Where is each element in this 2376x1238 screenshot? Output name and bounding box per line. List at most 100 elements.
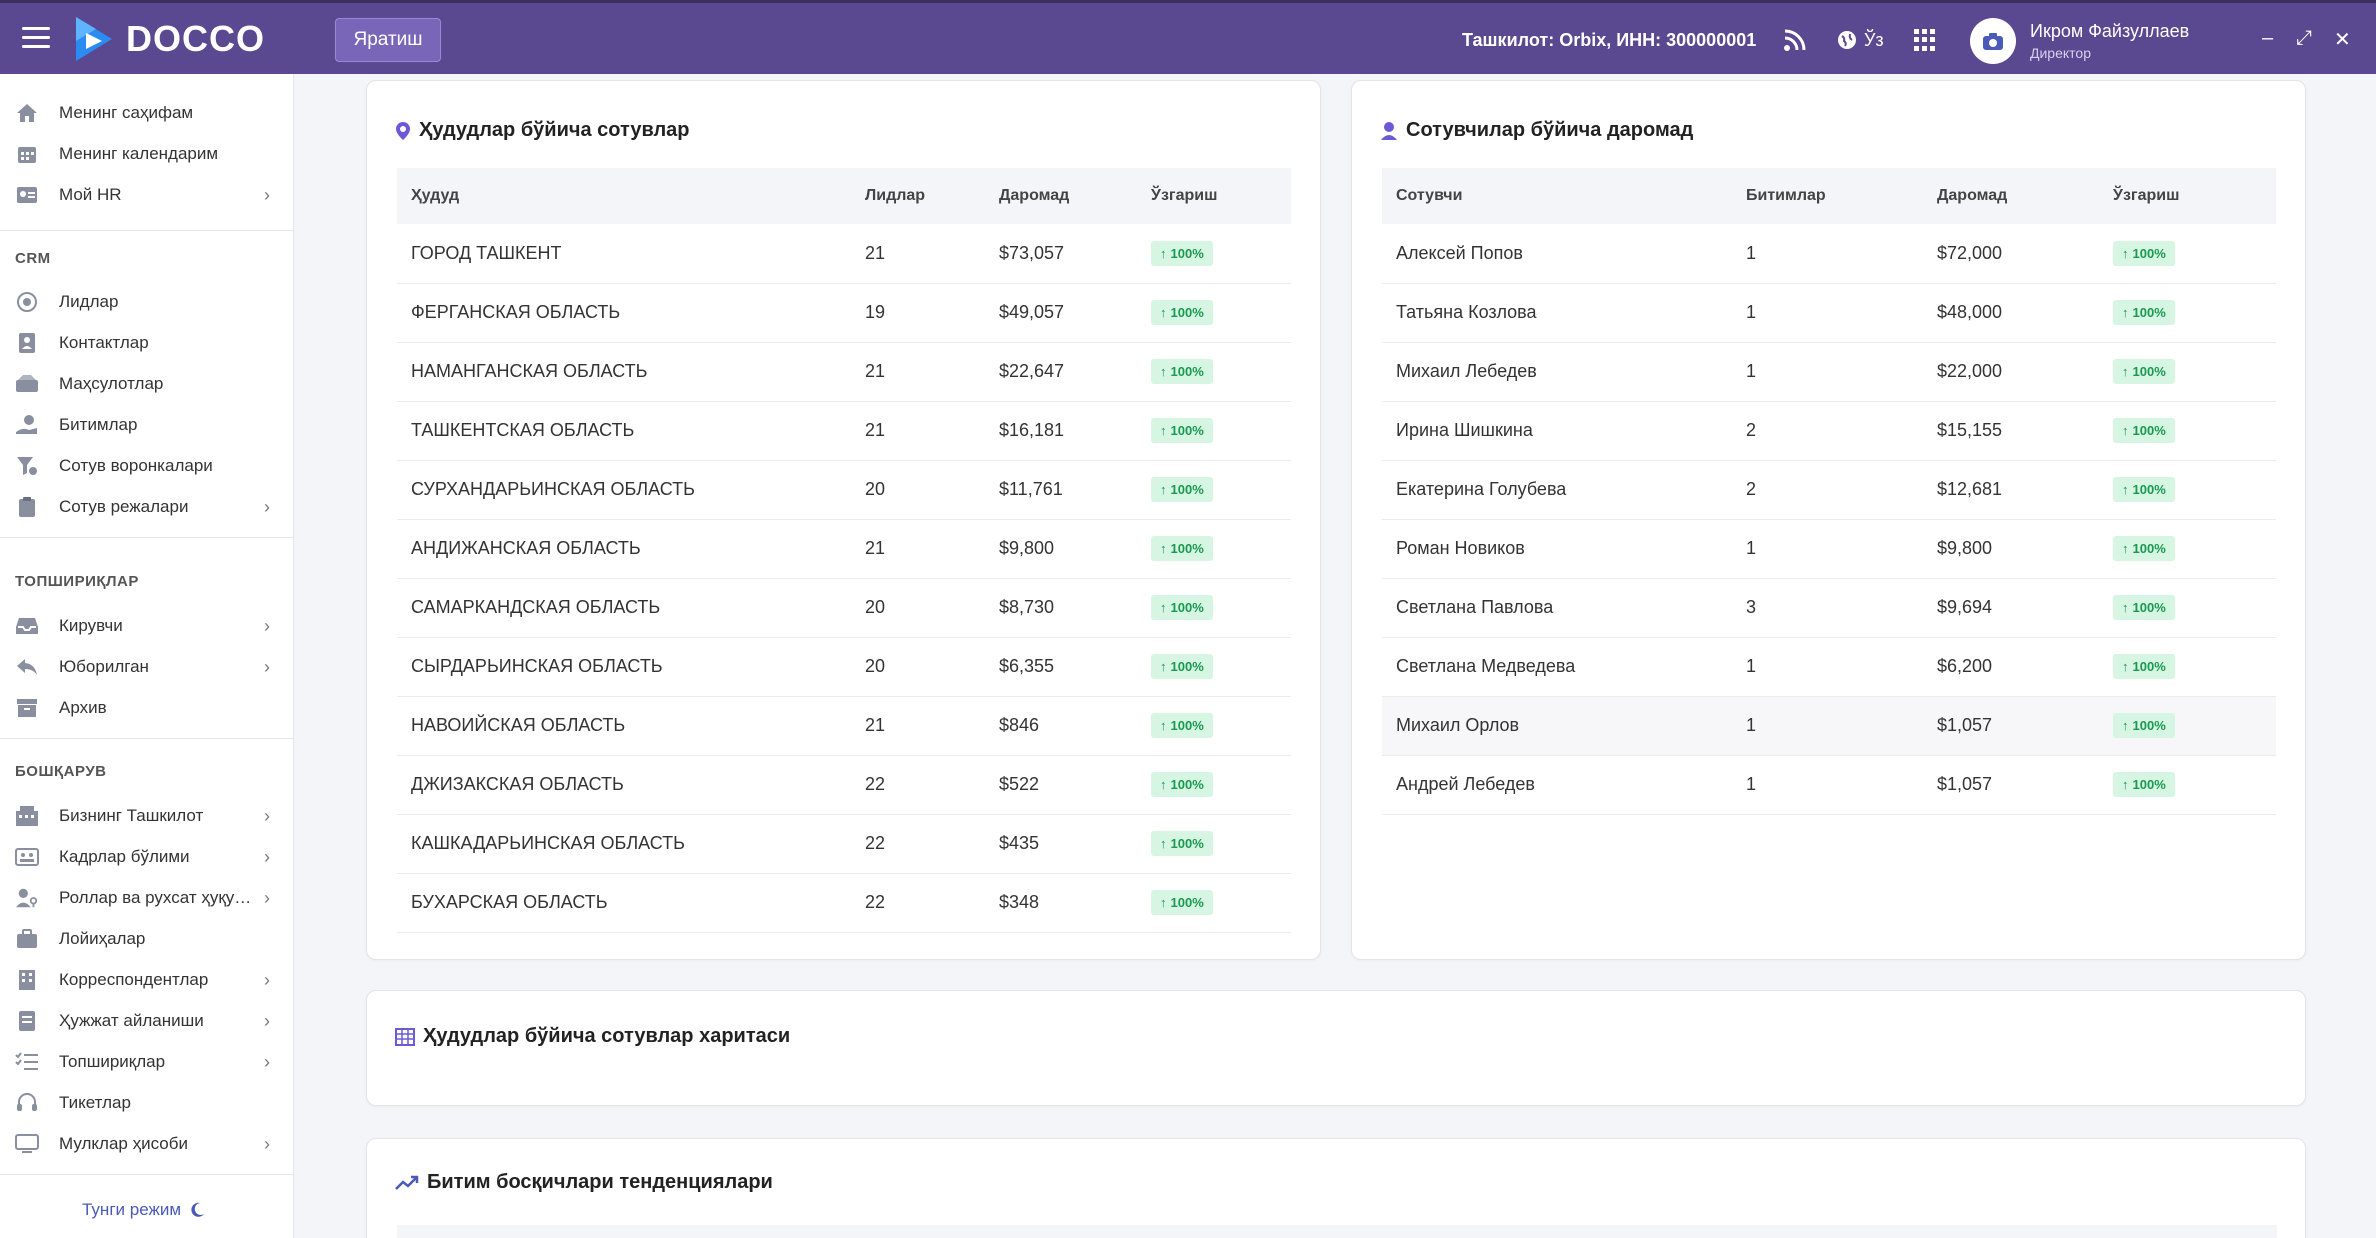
- sidebar-item-sales-funnels[interactable]: Сотув воронкалари: [0, 448, 294, 484]
- table-cell: НАВОИЙСКАЯ ОБЛАСТЬ: [397, 696, 851, 756]
- change-cell: ↑ 100%: [2099, 460, 2276, 520]
- sidebar-item-archive[interactable]: Архив: [0, 690, 294, 726]
- maximize-button[interactable]: ⤢: [2296, 27, 2312, 49]
- column-header[interactable]: Даромад: [985, 168, 1137, 224]
- sidebar-item-correspondents[interactable]: Корреспондентлар ›: [0, 962, 294, 998]
- menu-icon[interactable]: [22, 27, 50, 49]
- sidebar-item-my-calendar[interactable]: Менинг календарим: [0, 136, 294, 172]
- table-row[interactable]: ДЖИЗАКСКАЯ ОБЛАСТЬ 22 $522 ↑ 100%: [397, 755, 1291, 815]
- sidebar-item-hr-department[interactable]: Кадрлар бўлими ›: [0, 839, 294, 875]
- sidebar-item-assignments[interactable]: Топшириқлар ›: [0, 1044, 294, 1080]
- sidebar-item-deals[interactable]: Битимлар: [0, 407, 294, 443]
- sidebar-item-property-accounting[interactable]: Мулклар ҳисоби ›: [0, 1126, 294, 1162]
- chevron-right-icon: ›: [264, 1010, 270, 1031]
- sidebar-item-sales-plans[interactable]: Сотув режалари ›: [0, 489, 294, 525]
- table-row[interactable]: НАВОИЙСКАЯ ОБЛАСТЬ 21 $846 ↑ 100%: [397, 696, 1291, 756]
- arrow-up-icon: ↑: [2122, 659, 2129, 674]
- table-row[interactable]: СЫРДАРЬИНСКАЯ ОБЛАСТЬ 20 $6,355 ↑ 100%: [397, 637, 1291, 697]
- sidebar-item-my-page[interactable]: Менинг саҳифам: [0, 95, 294, 131]
- change-badge: ↑ 100%: [2113, 595, 2175, 620]
- user-name[interactable]: Икром Файзуллаев: [2030, 21, 2190, 41]
- table-row[interactable]: ГОРОД ТАШКЕНТ 21 $73,057 ↑ 100%: [397, 224, 1291, 284]
- table-row[interactable]: ФЕРГАНСКАЯ ОБЛАСТЬ 19 $49,057 ↑ 100%: [397, 283, 1291, 343]
- change-cell: ↑ 100%: [1137, 873, 1291, 933]
- target-icon: [15, 291, 39, 313]
- rss-icon[interactable]: [1782, 27, 1808, 53]
- table-row[interactable]: СУРХАНДАРЬИНСКАЯ ОБЛАСТЬ 20 $11,761 ↑ 100%: [397, 460, 1291, 520]
- table-cell: 21: [851, 401, 985, 461]
- change-badge: ↑ 100%: [1151, 240, 1213, 266]
- products-icon: [15, 373, 39, 395]
- arrow-up-icon: ↑: [1160, 541, 1167, 556]
- sidebar-item-products[interactable]: Маҳсулотлар: [0, 366, 294, 402]
- table-row[interactable]: Светлана Павлова 3 $9,694 ↑ 100%: [1382, 578, 2276, 638]
- table-cell: НАМАНГАНСКАЯ ОБЛАСТЬ: [397, 342, 851, 402]
- apps-grid-icon[interactable]: [1914, 29, 1936, 51]
- table-cell: $22,000: [1923, 342, 2099, 402]
- table-row[interactable]: Светлана Медведева 1 $6,200 ↑ 100%: [1382, 637, 2276, 697]
- table-row[interactable]: Алексей Попов 1 $72,000 ↑ 100%: [1382, 224, 2276, 284]
- sidebar-item-our-organization[interactable]: Бизнинг Ташкилот ›: [0, 798, 294, 834]
- column-header[interactable]: Битимлар: [1732, 168, 1923, 224]
- close-button[interactable]: ✕: [2334, 29, 2351, 51]
- table-cell: $435: [985, 814, 1137, 874]
- table-row[interactable]: Михаил Орлов 1 $1,057 ↑ 100%: [1382, 696, 2276, 756]
- document-icon: [15, 1010, 39, 1032]
- table-row[interactable]: КАШКАДАРЬИНСКАЯ ОБЛАСТЬ 22 $435 ↑ 100%: [397, 814, 1291, 874]
- minimize-button[interactable]: –: [2262, 27, 2274, 49]
- change-badge: ↑ 100%: [1151, 536, 1213, 561]
- deal-stage-trends-card: Битим босқичлари тенденциялари: [366, 1138, 2306, 1238]
- column-header[interactable]: Ўзгариш: [1137, 168, 1291, 224]
- sidebar-item-label: Лидлар: [59, 292, 119, 311]
- chevron-right-icon: ›: [264, 496, 270, 517]
- language-switcher[interactable]: Ўз: [1836, 29, 1884, 51]
- change-badge: ↑ 100%: [2113, 418, 2175, 443]
- camera-icon: [1983, 33, 2003, 50]
- column-header[interactable]: Лидлар: [851, 168, 985, 224]
- change-cell: ↑ 100%: [2099, 519, 2276, 579]
- table-row[interactable]: Ирина Шишкина 2 $15,155 ↑ 100%: [1382, 401, 2276, 461]
- section-header-management: БОШҚАРУВ: [15, 763, 107, 780]
- table-cell: $9,800: [1923, 519, 2099, 579]
- column-header[interactable]: Даромад: [1923, 168, 2099, 224]
- table-row[interactable]: АНДИЖАНСКАЯ ОБЛАСТЬ 21 $9,800 ↑ 100%: [397, 519, 1291, 579]
- sidebar-item-document-flow[interactable]: Ҳужжат айланиши ›: [0, 1003, 294, 1039]
- table-row[interactable]: Екатерина Голубева 2 $12,681 ↑ 100%: [1382, 460, 2276, 520]
- table-row[interactable]: Роман Новиков 1 $9,800 ↑ 100%: [1382, 519, 2276, 579]
- table-cell: ТАШКЕНТСКАЯ ОБЛАСТЬ: [397, 401, 851, 461]
- change-value: 100%: [2132, 659, 2166, 674]
- column-header[interactable]: Ҳудуд: [397, 168, 851, 224]
- table-row[interactable]: ТАШКЕНТСКАЯ ОБЛАСТЬ 21 $16,181 ↑ 100%: [397, 401, 1291, 461]
- sidebar-item-projects[interactable]: Лойиҳалар: [0, 921, 294, 957]
- arrow-up-icon: ↑: [1160, 245, 1167, 261]
- tasks-icon: [15, 1051, 39, 1073]
- night-mode-toggle[interactable]: Тунги режим: [82, 1200, 205, 1220]
- table-row[interactable]: Михаил Лебедев 1 $22,000 ↑ 100%: [1382, 342, 2276, 402]
- sidebar-item-sent[interactable]: Юборилган ›: [0, 649, 294, 685]
- sidebar-item-leads[interactable]: Лидлар: [0, 284, 294, 320]
- table-row[interactable]: Андрей Лебедев 1 $1,057 ↑ 100%: [1382, 755, 2276, 815]
- sidebar-item-incoming[interactable]: Кирувчи ›: [0, 608, 294, 644]
- change-value: 100%: [1170, 777, 1204, 792]
- change-value: 100%: [1170, 364, 1204, 379]
- create-button[interactable]: Яратиш: [335, 18, 441, 62]
- change-badge: ↑ 100%: [1151, 831, 1213, 856]
- table-row[interactable]: НАМАНГАНСКАЯ ОБЛАСТЬ 21 $22,647 ↑ 100%: [397, 342, 1291, 402]
- sidebar-item-tickets[interactable]: Тикетлар: [0, 1085, 294, 1121]
- table-cell: Андрей Лебедев: [1382, 755, 1732, 815]
- map-card-title: Ҳудудлар бўйича сотувлар харитаси: [423, 1025, 791, 1047]
- table-row[interactable]: Татьяна Козлова 1 $48,000 ↑ 100%: [1382, 283, 2276, 343]
- table-cell: $22,647: [985, 342, 1137, 402]
- sidebar-item-my-hr[interactable]: Мой HR ›: [0, 177, 294, 213]
- change-badge: ↑ 100%: [2113, 300, 2175, 325]
- table-row[interactable]: САМАРКАНДСКАЯ ОБЛАСТЬ 20 $8,730 ↑ 100%: [397, 578, 1291, 638]
- column-header[interactable]: Ўзгариш: [2099, 168, 2276, 224]
- table-row[interactable]: БУХАРСКАЯ ОБЛАСТЬ 22 $348 ↑ 100%: [397, 873, 1291, 933]
- avatar[interactable]: [1970, 18, 2016, 64]
- sidebar-item-label: Маҳсулотлар: [59, 374, 164, 393]
- sidebar-item-contacts[interactable]: Контактлар: [0, 325, 294, 361]
- sidebar-item-roles-permissions[interactable]: Роллар ва рухсат ҳуқу… ›: [0, 880, 294, 916]
- user-role: Директор: [2030, 45, 2091, 61]
- logo[interactable]: DOCCO: [72, 15, 265, 63]
- column-header[interactable]: Сотувчи: [1382, 168, 1732, 224]
